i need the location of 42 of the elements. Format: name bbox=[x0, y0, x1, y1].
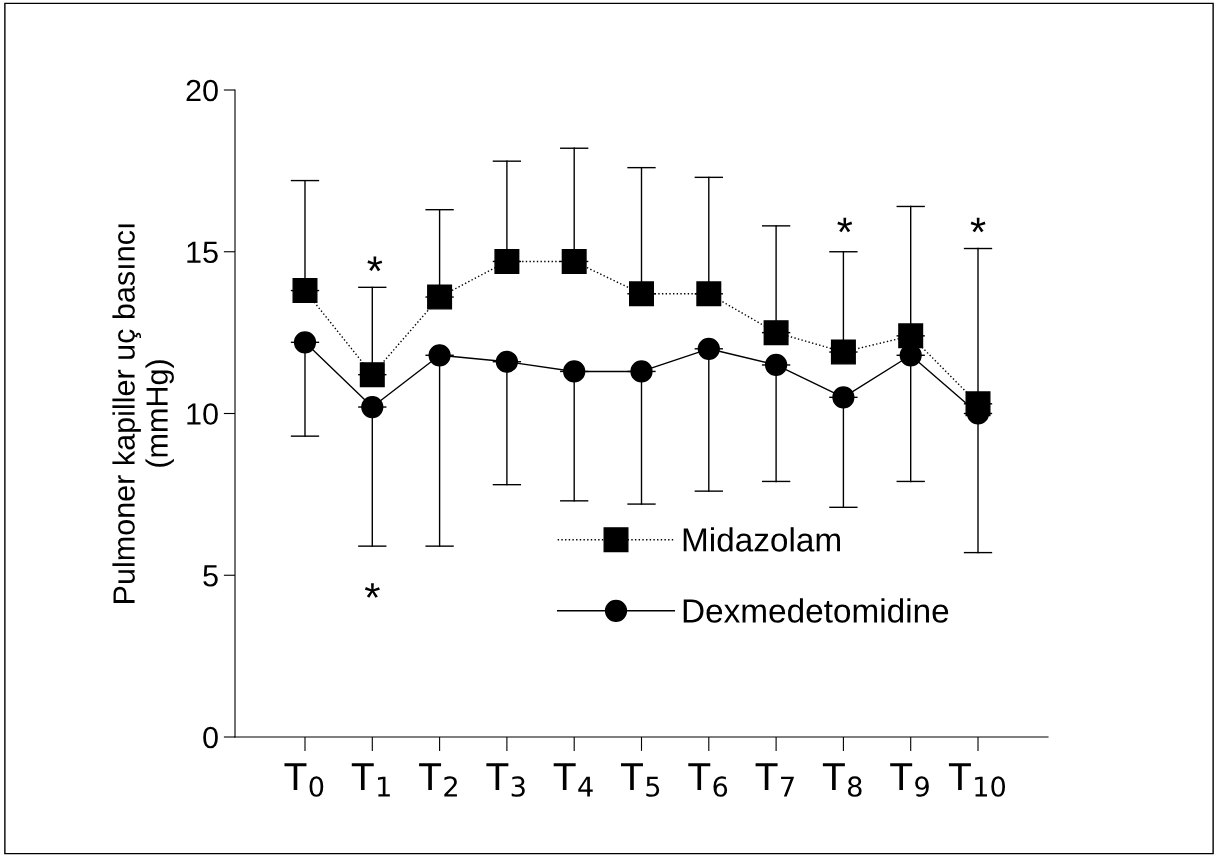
point bbox=[697, 337, 720, 360]
point bbox=[630, 360, 653, 383]
x-tick-label: T$_{10}$ bbox=[948, 763, 1006, 797]
point bbox=[428, 344, 451, 367]
point bbox=[563, 360, 586, 383]
y-tick-label: 0 bbox=[203, 726, 218, 749]
point bbox=[495, 350, 519, 373]
x-tick-label: T$_{4}$ bbox=[553, 763, 593, 797]
point bbox=[832, 386, 855, 409]
y-tick-label: 15 bbox=[187, 241, 218, 264]
annotation: * bbox=[364, 583, 380, 598]
point bbox=[763, 320, 789, 346]
point bbox=[361, 395, 384, 419]
x-tick-label: T$_{2}$ bbox=[419, 763, 457, 797]
x-tick-label: T$_{5}$ bbox=[620, 763, 660, 797]
point bbox=[293, 331, 317, 354]
point bbox=[561, 248, 587, 274]
y-axis-title: Pulmoner kapiller uç basıncı (mmHg) bbox=[112, 224, 174, 603]
point bbox=[898, 323, 924, 349]
x-tick-label: T$_{3}$ bbox=[486, 763, 525, 797]
y-tick-label: 20 bbox=[186, 79, 218, 102]
y-tick-label: 10 bbox=[187, 403, 218, 425]
point bbox=[628, 281, 655, 307]
x-tick-label: T$_{0}$ bbox=[284, 763, 324, 797]
x-tick-label: T$_{1}$ bbox=[351, 763, 390, 797]
legend-label: Dexmedetomidine bbox=[683, 598, 949, 623]
x-tick-label: T$_{7}$ bbox=[755, 763, 794, 797]
point bbox=[494, 248, 520, 274]
point bbox=[292, 278, 318, 304]
point bbox=[764, 353, 788, 377]
legend-label: Midazolam bbox=[683, 527, 840, 552]
x-tick-label: T$_{6}$ bbox=[688, 763, 728, 797]
point bbox=[427, 284, 453, 310]
annotation: * bbox=[367, 256, 383, 272]
x-tick-label: T$_{8}$ bbox=[822, 763, 862, 797]
point bbox=[359, 362, 385, 388]
annotation: * bbox=[837, 217, 853, 233]
point bbox=[830, 339, 856, 365]
annotation: * bbox=[970, 217, 986, 233]
point bbox=[696, 281, 722, 307]
x-tick-label: T$_{9}$ bbox=[890, 763, 929, 797]
y-tick-label: 5 bbox=[203, 565, 218, 587]
